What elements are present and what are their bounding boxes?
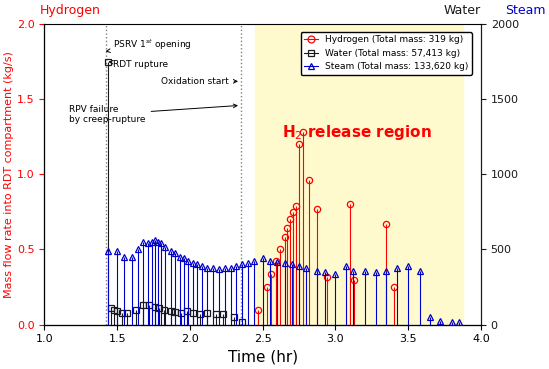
Text: PSRV 1$^{st}$ opening: PSRV 1$^{st}$ opening: [107, 38, 192, 52]
Text: Steam: Steam: [505, 4, 546, 17]
Text: H$_2$ release region: H$_2$ release region: [282, 123, 432, 142]
Legend: Hydrogen (Total mass: 319 kg), Water (Total mass: 57,413 kg), Steam (Total mass:: Hydrogen (Total mass: 319 kg), Water (To…: [301, 32, 472, 75]
Text: RPV failure
by creep-rupture: RPV failure by creep-rupture: [69, 104, 237, 124]
Y-axis label: Mass flow rate into RDT compartment (kg/s): Mass flow rate into RDT compartment (kg/…: [4, 51, 14, 298]
Text: Oxidation start: Oxidation start: [161, 77, 237, 86]
Text: RDT rupture: RDT rupture: [109, 60, 168, 69]
Text: Hydrogen: Hydrogen: [40, 4, 101, 17]
Text: Water: Water: [444, 4, 481, 17]
Bar: [255, 24, 463, 325]
X-axis label: Time (hr): Time (hr): [228, 350, 298, 365]
